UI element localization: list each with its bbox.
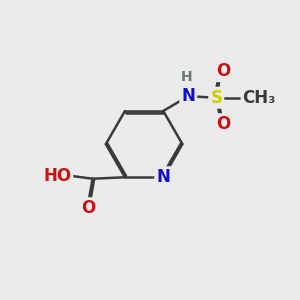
Text: N: N	[181, 87, 195, 105]
Text: S: S	[210, 89, 222, 107]
Text: HO: HO	[43, 167, 71, 185]
Text: CH₃: CH₃	[242, 89, 276, 107]
Text: O: O	[217, 62, 231, 80]
Text: O: O	[81, 199, 95, 217]
Text: O: O	[217, 115, 231, 133]
Text: N: N	[156, 168, 170, 186]
Text: H: H	[181, 70, 193, 84]
